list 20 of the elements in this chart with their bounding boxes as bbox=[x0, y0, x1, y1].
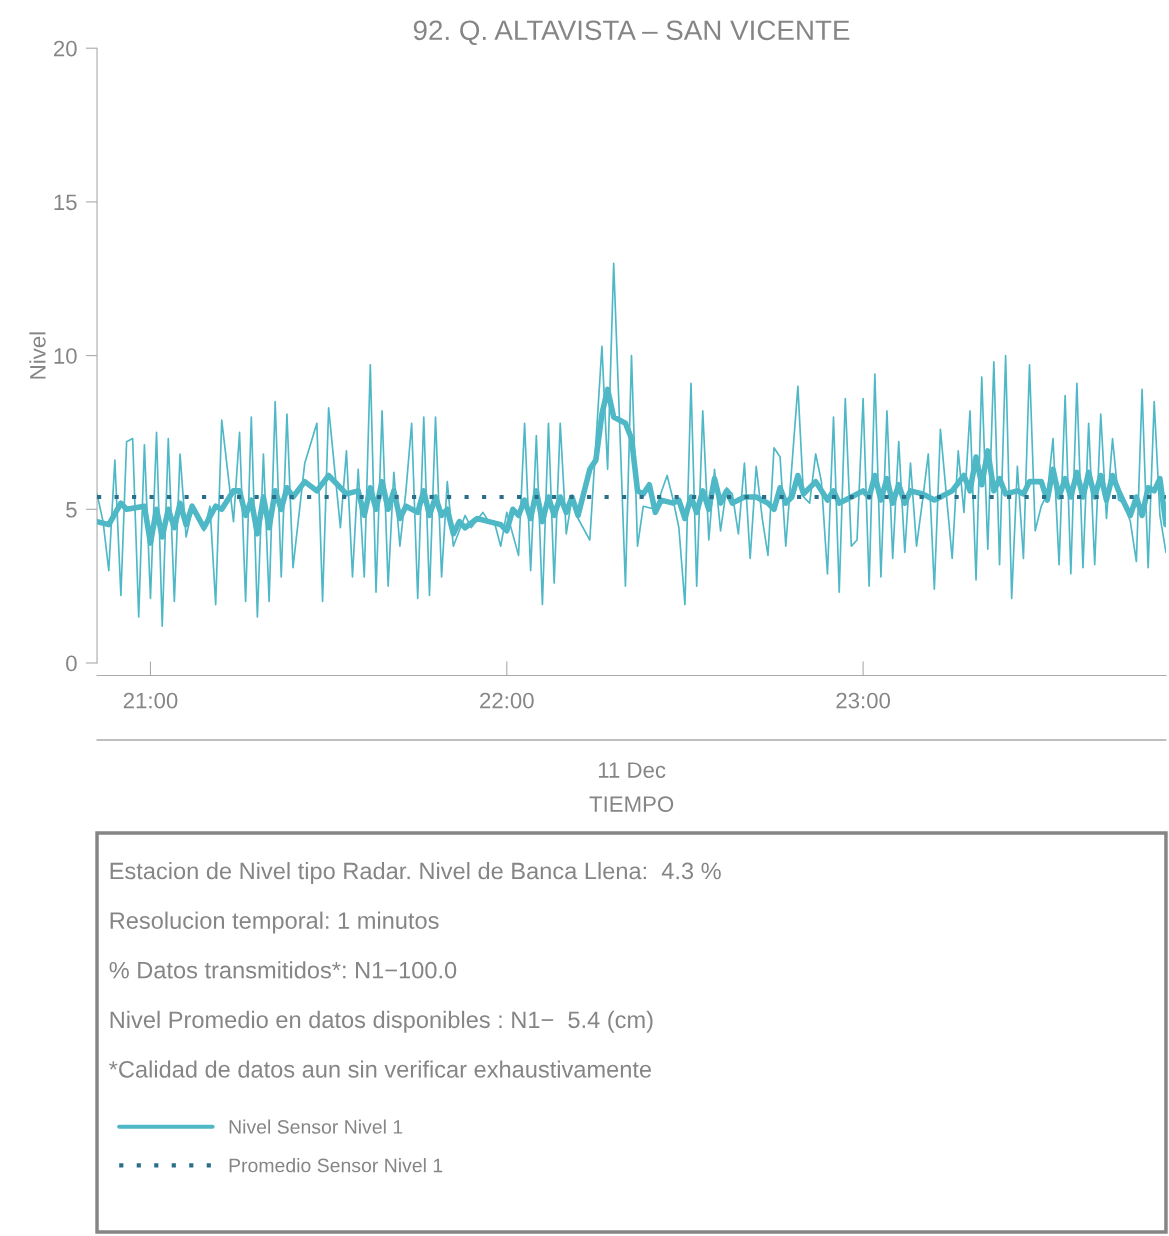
x-tick-label: 21:00 bbox=[123, 692, 178, 709]
text: % Datos transmitidos*: N1−100.0 bbox=[109, 961, 457, 979]
y-tick-label: 10 bbox=[54, 348, 77, 364]
y-tick-label: 15 bbox=[54, 194, 77, 211]
text: Nivel Promedio en datos disponibles : N1− 5.4 (cm) bbox=[110, 1010, 653, 1033]
y-axis-title: Nivel bbox=[29, 332, 46, 379]
line-series bbox=[97, 262, 1166, 627]
text: Estacion de Nivel tipo Radar. Nivel de Banca Llena: 4.3 % bbox=[110, 862, 721, 885]
y-tick-label: 0 bbox=[66, 655, 77, 672]
text: 11 Dec bbox=[598, 762, 666, 778]
y-tick-label: 20 bbox=[53, 40, 77, 57]
x-axis-title: TIEMPO bbox=[589, 796, 674, 812]
text: Resolucion temporal: 1 minutos bbox=[110, 911, 439, 934]
x-tick-label: 22:00 bbox=[480, 692, 534, 709]
x-tick-label: 23:00 bbox=[836, 692, 891, 709]
legend-label: Nivel Sensor Nivel 1 bbox=[229, 1119, 403, 1134]
y-tick-label: 5 bbox=[66, 502, 77, 518]
chart-title: 92. Q. ALTAVISTA – SAN VICENTE bbox=[413, 20, 850, 46]
legend-label: Promedio Sensor Nivel 1 bbox=[229, 1158, 443, 1173]
text: *Calidad de datos aun sin verificar exhaustivamente bbox=[109, 1060, 652, 1078]
